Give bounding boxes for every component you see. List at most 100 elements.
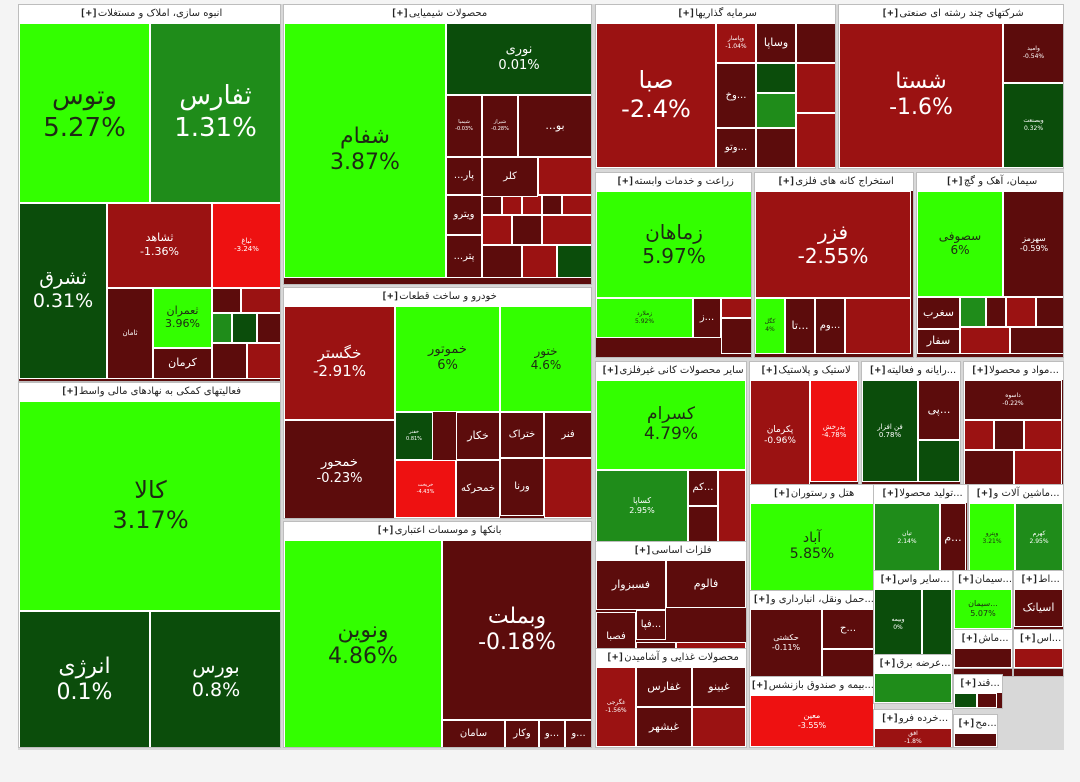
stock-tile-small[interactable]: [756, 128, 796, 168]
stock-tile[interactable]: انرژی 0.1%: [19, 611, 150, 747]
stock-tile[interactable]: وپاسار -1.04%: [716, 23, 756, 63]
stock-tile[interactable]: شیمیا -0.03%: [446, 95, 482, 157]
sector-header[interactable]: بانکها و موسسات اعتباری[+]: [284, 522, 591, 540]
sector-header[interactable]: ...سایر واس[+]: [874, 571, 952, 589]
sector-header[interactable]: هتل و رستوران[+]: [750, 485, 874, 503]
stock-tile[interactable]: ...سیمان 5.07%: [954, 589, 1012, 629]
sector-header[interactable]: فعالیتهای کمکی به نهادهای مالی واسط[+]: [19, 383, 280, 401]
sector-header[interactable]: ...بیمه و صندوق بازنشس[+]: [750, 677, 874, 695]
stock-tile[interactable]: بو...: [518, 95, 591, 157]
stock-tile-small[interactable]: [257, 313, 280, 343]
sector-4[interactable]: بانکها و موسسات اعتباری[+] ونوین 4.86% وبمل…: [283, 521, 592, 748]
stock-tile[interactable]: خمحرکه: [456, 460, 500, 518]
sector-16[interactable]: ...ماشین آلات و[+] وپترو 3.21% کهرم 2.95%: [968, 484, 1064, 574]
stock-tile[interactable]: وساپا: [756, 23, 796, 63]
stock-tile[interactable]: ونوین 4.86%: [284, 540, 442, 747]
stock-tile[interactable]: خکار: [456, 412, 500, 460]
stock-tile[interactable]: پکرمان -0.96%: [750, 380, 810, 492]
stock-tile[interactable]: زماهان 5.97%: [596, 191, 751, 298]
stock-tile[interactable]: ...و: [539, 720, 565, 747]
sector-header[interactable]: سایر محصولات کانی غیرفلزی[+]: [596, 362, 746, 380]
sector-header[interactable]: ...تولید محصولا[+]: [874, 485, 967, 503]
expand-button[interactable]: [+]: [881, 8, 900, 19]
sector-header[interactable]: محصولات شیمیایی[+]: [284, 5, 591, 23]
stock-tile[interactable]: صبا -2.4%: [596, 23, 716, 168]
stock-tile[interactable]: وپترو 3.21%: [969, 503, 1015, 573]
sector-15[interactable]: ...تولید محصولا[+] تیان 2.14% ...م: [873, 484, 968, 574]
stock-tile-small[interactable]: [1006, 297, 1036, 327]
expand-button[interactable]: [+]: [760, 365, 779, 376]
expand-button[interactable]: [+]: [677, 8, 696, 19]
stock-tile[interactable]: فن افزار 0.78%: [862, 380, 918, 482]
stock-tile-small[interactable]: [960, 297, 986, 327]
sector-29[interactable]: ...مح[+]: [953, 714, 998, 748]
stock-tile[interactable]: ثامان: [107, 288, 153, 379]
stock-tile-small[interactable]: [721, 318, 751, 354]
stock-tile[interactable]: ...پی: [918, 380, 960, 440]
sector-9[interactable]: سیمان، آهک و گچ[+] سصوفی 6% سهرمز -0.59% سغرب…: [916, 172, 1064, 358]
expand-button[interactable]: [+]: [777, 176, 796, 187]
expand-button[interactable]: [+]: [959, 678, 978, 689]
stock-tile[interactable]: ...وتو: [716, 128, 756, 168]
stock-tile-small[interactable]: [954, 693, 977, 708]
expand-button[interactable]: [+]: [971, 365, 990, 376]
sector-26[interactable]: ...عرضه برق[+]: [873, 654, 953, 704]
sector-28[interactable]: ...خرده فرو[+] افق -1.8%: [873, 709, 953, 748]
sector-header[interactable]: ...سیمان[+]: [954, 571, 1012, 589]
stock-tile-small[interactable]: [756, 63, 796, 93]
stock-tile[interactable]: خمحور -0.23%: [284, 420, 395, 518]
stock-tile[interactable]: فزر -2.55%: [755, 191, 911, 298]
stock-tile-small[interactable]: [796, 63, 835, 113]
stock-tile-small[interactable]: [538, 157, 591, 195]
stock-tile[interactable]: ...و: [565, 720, 591, 747]
sector-5[interactable]: سرمایه گذاریها[+] صبا -2.4% وپاسار -1.04% وسا…: [595, 4, 836, 169]
stock-tile[interactable]: وتوس 5.27%: [19, 23, 150, 203]
sector-header[interactable]: ...مح[+]: [954, 715, 997, 733]
stock-tile[interactable]: کلر: [482, 157, 538, 197]
expand-button[interactable]: [+]: [878, 658, 897, 669]
sector-header[interactable]: ...ماش[+]: [954, 630, 1012, 648]
stock-tile-small[interactable]: [688, 506, 718, 542]
stock-tile-small[interactable]: [692, 707, 746, 747]
stock-tile-small[interactable]: [954, 648, 1012, 668]
sector-23[interactable]: ...بیمه و صندوق بازنشس[+] معین -3.55%: [749, 676, 875, 748]
stock-tile-small[interactable]: [241, 288, 280, 313]
stock-tile[interactable]: کساپا 2.95%: [596, 470, 688, 542]
expand-button[interactable]: [+]: [772, 488, 791, 499]
stock-tile-small[interactable]: [796, 113, 835, 168]
stock-tile[interactable]: ویترو: [446, 195, 482, 235]
stock-tile[interactable]: ورنا: [500, 458, 544, 516]
stock-tile[interactable]: سغرب: [917, 297, 960, 329]
stock-tile[interactable]: کگل 4%: [755, 298, 785, 354]
stock-tile[interactable]: سفار: [917, 329, 960, 354]
sector-header[interactable]: ...اس[+]: [1014, 630, 1063, 648]
stock-tile-small[interactable]: [822, 649, 874, 676]
stock-tile-small[interactable]: [212, 313, 232, 343]
stock-tile[interactable]: شفام 3.87%: [284, 23, 446, 278]
stock-tile[interactable]: خفنر 0.81%: [395, 412, 433, 460]
stock-tile[interactable]: زملارد 5.92%: [596, 298, 693, 338]
sector-13[interactable]: ...مواد و محصولا[+] داسوه -0.22%: [963, 361, 1064, 493]
stock-tile[interactable]: خموتور 6%: [395, 306, 500, 412]
stock-tile-small[interactable]: [212, 343, 247, 379]
sector-header[interactable]: ...قند[+]: [954, 675, 1002, 693]
stock-tile-small[interactable]: [960, 327, 1010, 354]
expand-button[interactable]: [+]: [633, 545, 652, 556]
stock-tile[interactable]: حکشتی -0.11%: [750, 609, 822, 676]
sector-1[interactable]: فعالیتهای کمکی به نهادهای مالی واسط[+] کا…: [18, 382, 281, 748]
stock-tile-small[interactable]: [212, 288, 241, 313]
stock-tile-small[interactable]: [994, 420, 1024, 450]
stock-tile[interactable]: نوری 0.01%: [446, 23, 591, 95]
expand-button[interactable]: [+]: [880, 713, 899, 724]
stock-tile-small[interactable]: [1024, 420, 1062, 450]
stock-tile-small[interactable]: [845, 298, 911, 354]
sector-24[interactable]: ...ماش[+]: [953, 629, 1013, 669]
sector-header[interactable]: استخراج کانه های فلزی[+]: [755, 173, 913, 191]
stock-tile[interactable]: کهرم 2.95%: [1015, 503, 1063, 573]
sector-header[interactable]: شرکتهای چند رشته ای صنعتی[+]: [839, 5, 1063, 23]
stock-tile[interactable]: سامان: [442, 720, 505, 747]
expand-button[interactable]: [+]: [60, 386, 80, 397]
sector-header[interactable]: لاستیک و پلاستیک[+]: [750, 362, 858, 380]
expand-button[interactable]: [+]: [945, 176, 964, 187]
